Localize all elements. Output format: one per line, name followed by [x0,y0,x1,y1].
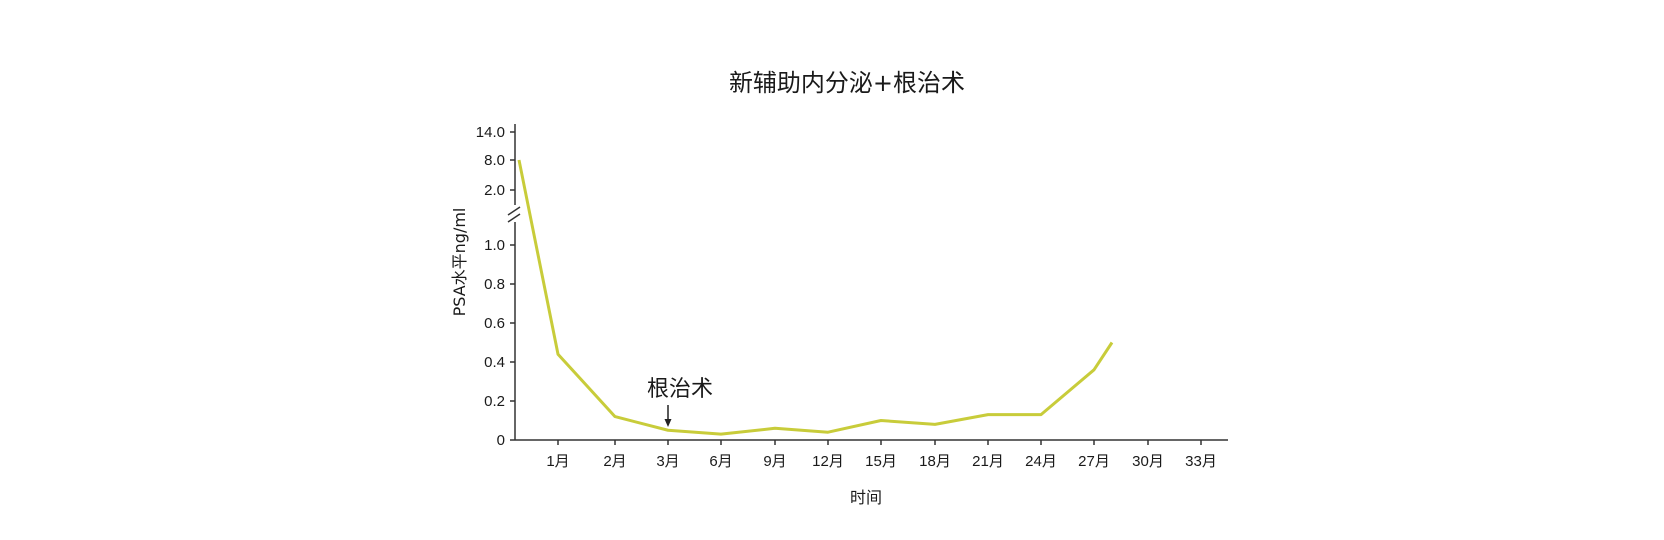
axis-break-mark [507,213,521,223]
y-tick-label: 0.4 [484,354,505,371]
x-tick-label: 18月 [919,453,951,470]
y-axis-label: PSA水平ng/ml [450,208,469,317]
annotation-label: 根治术 [647,377,713,402]
y-tick-label: 0 [497,432,505,449]
y-tick-label: 14.0 [476,124,505,141]
y-tick-label: 1.0 [484,237,505,254]
x-tick-label: 6月 [709,453,732,470]
x-tick-label: 33月 [1185,453,1217,470]
y-tick-label: 0.6 [484,315,505,332]
y-tick-label: 2.0 [484,182,505,199]
y-tick-label: 0.8 [484,276,505,293]
x-axis-ticks: 1月 2月 3月 6月 9月 12月 15月 18月 21月 24月 27月 30月 33月 [546,440,1217,470]
x-tick-label: 15月 [865,453,897,470]
x-tick-label: 9月 [763,453,786,470]
x-tick-label: 2月 [603,453,626,470]
series-line [517,159,1114,436]
axis-break-mark [507,206,521,216]
x-tick-label: 3月 [656,453,679,470]
y-axis-ticks: 0 0.2 0.4 0.6 0.8 1.0 2.0 8.0 14.0 [476,124,515,449]
x-tick-label: 21月 [972,453,1004,470]
annotation-arrow [664,405,672,427]
x-tick-label: 27月 [1078,453,1110,470]
series-group [517,159,1114,436]
x-tick-label: 12月 [812,453,844,470]
axes [507,124,1228,441]
x-axis-label: 时间 [850,488,882,507]
x-tick-label: 30月 [1132,453,1164,470]
chart-title: 新辅助内分泌+根治术 [729,69,965,97]
y-tick-label: 0.2 [484,393,505,410]
y-tick-label: 8.0 [484,152,505,169]
annotation-arrow-head [664,419,672,427]
x-tick-label: 24月 [1025,453,1057,470]
x-tick-label: 1月 [546,453,569,470]
